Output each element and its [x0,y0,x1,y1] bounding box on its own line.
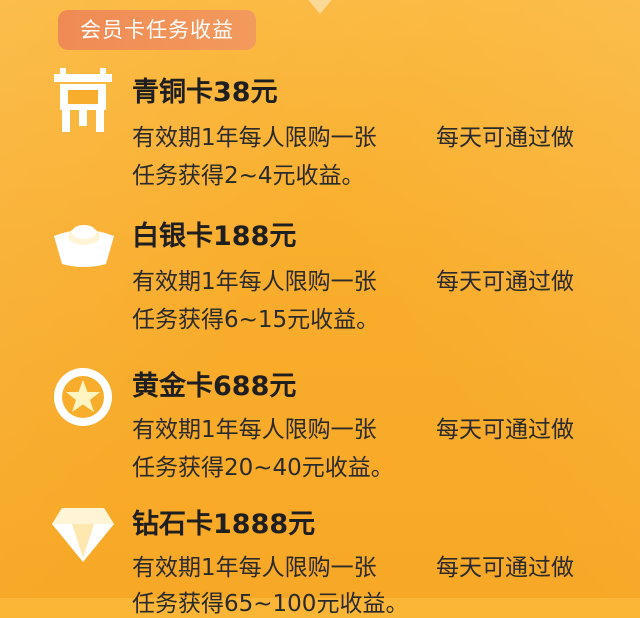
card-title: 白银卡188元 [132,221,297,252]
silver-ingot-icon [52,220,114,282]
bronze-vessel-icon [52,68,114,132]
card-desc-right: 每天可通过做 [436,269,574,295]
card-title: 黄金卡688元 [132,371,297,402]
card-desc-line1: 有效期1年每人限购一张 [132,269,377,295]
card-desc-right: 每天可通过做 [436,555,574,581]
card-desc-line1: 有效期1年每人限购一张 [132,417,377,443]
card-desc-right: 每天可通过做 [436,417,574,443]
card-desc-line2: 任务获得2~4元收益。 [132,163,365,189]
gold-star-coin-icon [52,366,114,428]
diamond-icon [52,504,114,566]
membership-card-gold[interactable]: 黄金卡688元 有效期1年每人限购一张 每天可通过做 任务获得20~40元收益。 [0,360,640,481]
section-header-badge: 会员卡任务收益 [58,10,256,50]
card-desc-line2: 任务获得6~15元收益。 [132,307,380,333]
membership-card-bronze[interactable]: 青铜卡38元 有效期1年每人限购一张 每天可通过做 任务获得2~4元收益。 [0,66,640,189]
card-desc-line2: 任务获得65~100元收益。 [132,591,409,617]
membership-card-silver[interactable]: 白银卡188元 有效期1年每人限购一张 每天可通过做 任务获得6~15元收益。 [0,210,640,333]
top-chevron-decoration [290,0,350,14]
membership-card-diamond[interactable]: 钻石卡1888元 有效期1年每人限购一张 每天可通过做 任务获得65~100元收… [0,500,640,617]
card-desc-line2: 任务获得20~40元收益。 [132,455,394,481]
card-title: 钻石卡1888元 [132,509,316,540]
card-title: 青铜卡38元 [132,77,278,108]
card-desc-line1: 有效期1年每人限购一张 [132,555,377,581]
card-desc-line1: 有效期1年每人限购一张 [132,125,377,151]
card-desc-right: 每天可通过做 [436,125,574,151]
